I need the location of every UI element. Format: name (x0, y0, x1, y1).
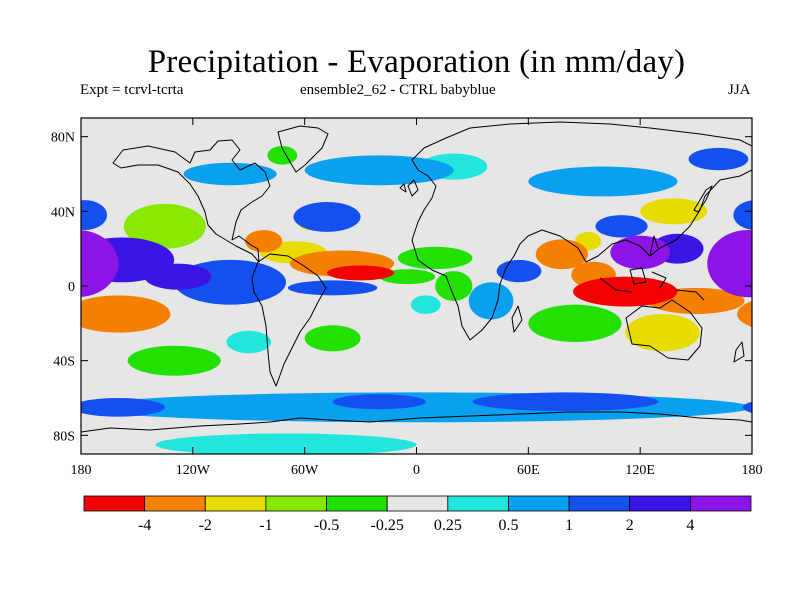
field-anomaly (625, 314, 700, 352)
chart-title: Precipitation - Evaporation (in mm/day) (147, 44, 686, 80)
coastline-south-america (251, 253, 327, 387)
field-anomaly (267, 146, 298, 165)
coastline-antarctica (81, 411, 752, 433)
experiment-label: Expt = tcrvl-tcrta (80, 82, 184, 98)
field-anomaly (496, 259, 542, 283)
field-anomaly (733, 200, 752, 230)
field-anomaly (472, 392, 659, 412)
colorbar-swatch (204, 495, 267, 512)
coastline-new-zealand (733, 341, 745, 363)
field-anomaly (81, 230, 119, 298)
field-anomaly (0, 392, 81, 422)
field-anomaly (707, 230, 752, 298)
field-anomaly (155, 433, 417, 454)
field-anomaly (397, 246, 473, 270)
colorbar-swatch (326, 495, 388, 512)
coastline-north-america (112, 139, 271, 263)
field-anomaly (332, 394, 426, 410)
colorbar-label: 0.25 (434, 517, 462, 534)
colorbar-swatch (144, 495, 206, 512)
field-anomaly (752, 392, 800, 422)
coastline-australia (625, 299, 703, 361)
field-anomaly (304, 155, 454, 186)
colorbar-swatch (447, 495, 509, 512)
y-tick-label: 80N (51, 131, 75, 146)
field-anomaly (528, 166, 678, 197)
field-anomaly (245, 230, 283, 253)
colorbar-label: 1 (565, 517, 573, 534)
x-tick-label: 180 (71, 463, 92, 478)
field-anomaly (595, 215, 648, 238)
y-tick-label: 80S (53, 429, 75, 444)
colorbar-swatch (508, 495, 570, 512)
colorbar-label: -0.25 (371, 517, 404, 534)
field-anomaly (410, 295, 441, 314)
coastline-indonesia (599, 235, 705, 301)
coastline-greenland (277, 125, 329, 173)
colorbar-label: -2 (199, 517, 212, 534)
field-anomaly (81, 200, 108, 230)
colorbar-label: 2 (626, 517, 634, 534)
y-tick-label: 0 (68, 280, 75, 295)
ensemble-label: ensemble2_62 - CTRL babyblue (300, 82, 496, 98)
field-anomaly (81, 295, 171, 333)
field-anomaly (226, 330, 272, 354)
colorbar-swatch (265, 495, 327, 512)
field-anomaly (468, 282, 514, 320)
colorbar-label: -0.5 (314, 517, 339, 534)
field-anomaly (610, 235, 670, 270)
y-tick-label: 40S (53, 355, 75, 370)
coastline-japan (693, 185, 713, 213)
field-anomaly (123, 203, 206, 249)
coastline-british-isles (399, 179, 419, 197)
colorbar-swatch (689, 495, 752, 512)
colorbar-swatch (629, 495, 691, 512)
x-tick-label: 120E (625, 463, 655, 478)
field-anomaly (737, 300, 752, 328)
x-tick-label: 60W (291, 463, 319, 478)
colorbar-swatch (83, 495, 146, 512)
colorbar-label: 4 (686, 517, 694, 534)
colorbar-label: 0.5 (498, 517, 518, 534)
field-anomaly (435, 271, 473, 301)
colorbar-swatch (568, 495, 631, 512)
coastline-madagascar (511, 305, 523, 333)
colorbar-swatch (386, 495, 449, 512)
field-anomaly (183, 162, 277, 186)
season-label: JJA (728, 82, 751, 98)
field-anomaly (688, 147, 749, 171)
colorbar-label: -4 (138, 517, 151, 534)
field-anomaly (535, 239, 588, 270)
coastline-eurasia-africa (411, 121, 752, 341)
field-anomaly (81, 398, 165, 417)
x-tick-label: 0 (413, 463, 420, 478)
field-anomaly (742, 401, 752, 413)
field-anomaly (287, 280, 378, 296)
field-anomaly (327, 265, 395, 281)
field-anomaly (640, 198, 708, 225)
y-tick-label: 40N (51, 205, 75, 220)
field-anomaly (304, 325, 361, 352)
x-tick-label: 60E (517, 463, 540, 478)
field-anomaly (528, 304, 622, 343)
field-anomaly (127, 345, 221, 376)
field-anomaly (293, 202, 361, 232)
x-tick-label: 180 (742, 463, 763, 478)
colorbar-label: -1 (259, 517, 272, 534)
x-tick-label: 120W (176, 463, 211, 478)
